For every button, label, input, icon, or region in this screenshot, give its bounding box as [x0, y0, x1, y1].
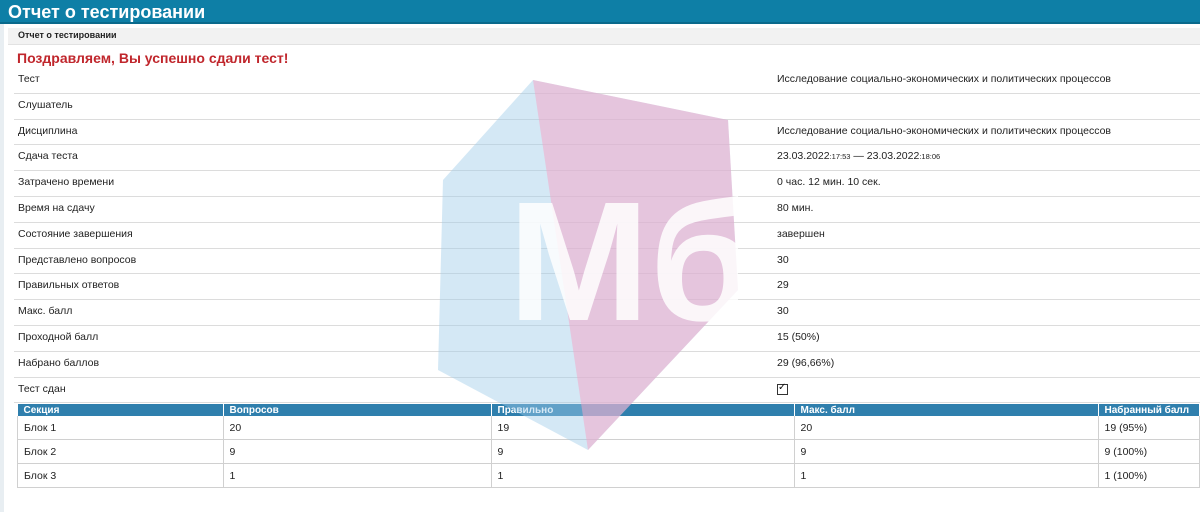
table-row: Блок 3 1 1 1 1 (100%) — [17, 463, 1200, 488]
date-start: 23.03.2022 — [777, 150, 830, 163]
info-label: Тест — [18, 73, 40, 85]
info-label: Макс. балл — [18, 305, 73, 318]
window-title: Отчет о тестировании — [8, 2, 206, 22]
info-row-score: Набрано баллов 29 (96,66%) — [14, 352, 1200, 378]
info-row-date: Сдача теста 23.03.2022:17:53 — 23.03.202… — [14, 145, 1200, 172]
left-border — [0, 24, 4, 512]
table-cell: Блок 2 — [17, 439, 224, 464]
info-value: 15 (50%) — [777, 330, 820, 343]
info-value: 29 (96,66%) — [777, 356, 835, 369]
time-end: :18:06 — [919, 152, 941, 162]
table-cell: 19 (95%) — [1098, 416, 1200, 440]
info-label: Слушатель — [18, 98, 73, 111]
info-value: ✓ — [777, 381, 788, 397]
info-row-time-limit: Время на сдачу 80 мин. — [14, 197, 1200, 223]
info-row-discipline: Дисциплина Исследование социально-эконом… — [14, 120, 1200, 146]
breadcrumb-label: Отчет о тестировании — [18, 30, 117, 40]
info-row-student: Слушатель — [14, 94, 1200, 120]
table-cell: 9 — [794, 439, 1099, 464]
column-header: Макс. балл — [794, 404, 1099, 416]
column-header: Набранный балл — [1098, 404, 1200, 416]
window-titlebar: Отчет о тестировании — [0, 0, 1200, 24]
info-label: Затрачено времени — [18, 176, 115, 189]
column-header: Вопросов — [223, 404, 492, 416]
success-message: Поздравляем, Вы успешно сдали тест! — [17, 50, 289, 66]
table-cell: 9 — [491, 439, 795, 464]
info-label: Проходной балл — [18, 330, 99, 343]
info-row-passed: Тест сдан ✓ — [14, 378, 1200, 404]
table-cell: 1 (100%) — [1098, 463, 1200, 488]
table-row: Блок 2 9 9 9 9 (100%) — [17, 439, 1200, 464]
info-row-test: Тест Исследование социально-экономически… — [14, 68, 1200, 94]
info-label: Время на сдачу — [18, 201, 95, 214]
info-label: Состояние завершения — [18, 227, 133, 240]
date-separator: — — [850, 150, 867, 163]
info-value-date: 23.03.2022:17:53 — 23.03.2022:18:06 — [777, 150, 940, 162]
date-end: 23.03.2022 — [866, 150, 920, 163]
time-start: :17:53 — [829, 152, 851, 162]
info-value: 0 час. 12 мин. 10 сек. — [777, 176, 881, 189]
table-cell: Блок 3 — [17, 463, 224, 488]
info-value: Исследование социально-экономических и п… — [777, 73, 1112, 85]
table-row: Блок 1 20 19 20 19 (95%) — [17, 416, 1200, 440]
info-value: завершен — [777, 227, 825, 240]
info-row-questions: Представлено вопросов 30 — [14, 249, 1200, 275]
info-row-max-score: Макс. балл 30 — [14, 300, 1200, 326]
breadcrumb: Отчет о тестировании — [8, 28, 1200, 45]
check-icon: ✓ — [778, 381, 787, 393]
column-header: Секция — [17, 404, 224, 416]
table-cell: 20 — [794, 416, 1099, 440]
info-label: Дисциплина — [18, 124, 78, 137]
report-info-table: Тест Исследование социально-экономически… — [14, 68, 1200, 404]
table-cell: 9 — [223, 439, 492, 464]
info-row-time-spent: Затрачено времени 0 час. 12 мин. 10 сек. — [14, 171, 1200, 197]
info-value: 80 мин. — [777, 201, 814, 214]
table-cell: 20 — [223, 416, 492, 440]
info-label: Представлено вопросов — [18, 253, 137, 266]
info-value: 29 — [777, 279, 789, 292]
info-label: Сдача теста — [18, 150, 78, 163]
table-header-row: Секция Вопросов Правильно Макс. балл Наб… — [17, 404, 1200, 416]
table-cell: 19 — [491, 416, 795, 440]
info-value: 30 — [777, 253, 789, 266]
sections-table: Секция Вопросов Правильно Макс. балл Наб… — [17, 404, 1200, 488]
info-row-correct: Правильных ответов 29 — [14, 274, 1200, 301]
info-label: Набрано баллов — [18, 356, 100, 369]
info-label: Правильных ответов — [18, 279, 120, 292]
table-cell: 1 — [794, 463, 1099, 488]
table-cell: 1 — [491, 463, 795, 488]
table-cell: Блок 1 — [17, 416, 224, 440]
table-cell: 9 (100%) — [1098, 439, 1200, 464]
info-row-status: Состояние завершения завершен — [14, 223, 1200, 249]
passed-checkbox: ✓ — [777, 381, 788, 395]
info-row-pass-score: Проходной балл 15 (50%) — [14, 326, 1200, 352]
info-value: Исследование социально-экономических и п… — [777, 124, 1112, 137]
info-label: Тест сдан — [18, 382, 66, 395]
info-value: 30 — [777, 305, 789, 318]
table-cell: 1 — [223, 463, 492, 488]
column-header: Правильно — [491, 404, 795, 416]
